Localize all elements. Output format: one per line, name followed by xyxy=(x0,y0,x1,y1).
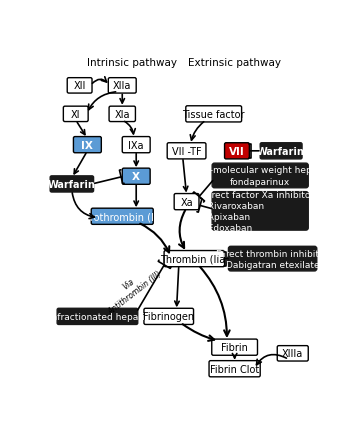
FancyBboxPatch shape xyxy=(260,143,302,160)
Text: XIIa: XIIa xyxy=(113,81,131,91)
FancyBboxPatch shape xyxy=(212,192,308,230)
Text: Warfarin: Warfarin xyxy=(257,147,305,157)
FancyBboxPatch shape xyxy=(67,79,92,94)
Text: Unfractionated heparin: Unfractionated heparin xyxy=(45,312,150,321)
Text: Fibrin Clot: Fibrin Clot xyxy=(210,364,259,374)
Text: XIIIa: XIIIa xyxy=(282,349,303,359)
FancyBboxPatch shape xyxy=(91,209,153,225)
Text: Direct thrombin inhibitor
Dabigatran etexilate: Direct thrombin inhibitor Dabigatran ete… xyxy=(217,249,329,269)
Text: XI: XI xyxy=(71,110,81,120)
FancyBboxPatch shape xyxy=(57,309,138,325)
FancyBboxPatch shape xyxy=(122,137,150,154)
Text: Thrombin (IIa): Thrombin (IIa) xyxy=(160,254,229,264)
FancyBboxPatch shape xyxy=(144,309,194,325)
FancyBboxPatch shape xyxy=(174,194,199,210)
FancyBboxPatch shape xyxy=(122,169,150,185)
Text: Tissue factor: Tissue factor xyxy=(183,110,245,120)
Text: XII: XII xyxy=(73,81,86,91)
Text: VII: VII xyxy=(229,147,245,157)
Text: VII -TF: VII -TF xyxy=(172,147,202,157)
FancyBboxPatch shape xyxy=(63,107,88,122)
Text: Low-molecular weight heparin
fondaparinux: Low-molecular weight heparin fondaparinu… xyxy=(192,166,329,186)
Text: X: X xyxy=(132,172,140,182)
FancyBboxPatch shape xyxy=(109,107,135,122)
FancyBboxPatch shape xyxy=(209,361,260,377)
Text: Extrinsic pathway: Extrinsic pathway xyxy=(188,58,281,68)
FancyBboxPatch shape xyxy=(277,346,308,361)
Text: Fibrin: Fibrin xyxy=(221,342,248,352)
Text: IX: IX xyxy=(81,140,93,150)
FancyBboxPatch shape xyxy=(167,143,206,160)
Text: Fibrinogen: Fibrinogen xyxy=(143,312,194,322)
FancyBboxPatch shape xyxy=(50,176,93,193)
Text: Prothrombin (II): Prothrombin (II) xyxy=(84,212,160,222)
Text: Via
Antithrombin (III): Via Antithrombin (III) xyxy=(100,261,163,316)
FancyBboxPatch shape xyxy=(186,107,242,123)
FancyBboxPatch shape xyxy=(212,339,257,356)
FancyBboxPatch shape xyxy=(228,247,317,271)
Text: IXa: IXa xyxy=(129,140,144,150)
FancyBboxPatch shape xyxy=(108,79,136,94)
Text: Warfarin: Warfarin xyxy=(48,179,96,190)
FancyBboxPatch shape xyxy=(224,143,250,160)
FancyBboxPatch shape xyxy=(73,137,101,154)
FancyBboxPatch shape xyxy=(164,251,224,267)
Text: Intrinsic pathway: Intrinsic pathway xyxy=(87,58,177,68)
Text: XIa: XIa xyxy=(115,110,130,120)
FancyBboxPatch shape xyxy=(212,164,308,188)
Text: Direct factor Xa inhibitors
  Rivaroxaban
  Apixaban
  Edoxaban: Direct factor Xa inhibitors Rivaroxaban … xyxy=(202,190,319,233)
Text: Xa: Xa xyxy=(180,197,193,207)
